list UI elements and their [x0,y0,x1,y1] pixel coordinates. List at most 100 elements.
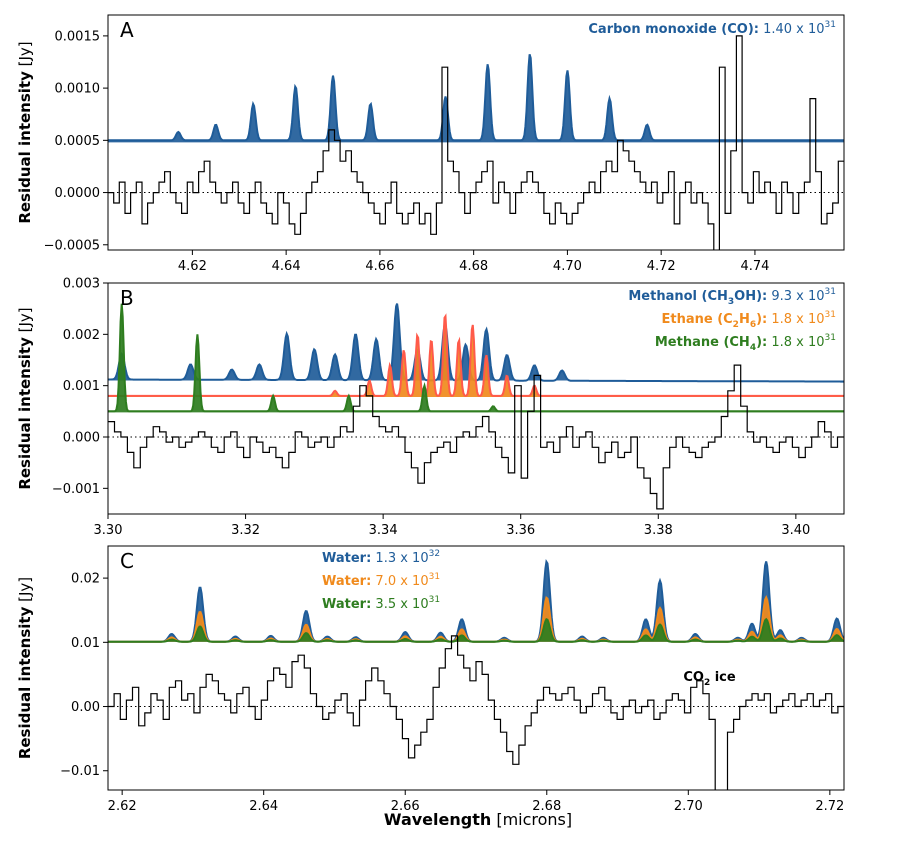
x-tick-label: 4.64 [272,259,301,274]
legend-name-cont: H [739,312,750,327]
x-tick-label: 4.70 [553,259,582,274]
legend-entry: Methane (CH4): 1.8 x 1031 [655,333,836,353]
legend-name: Water: [322,597,371,612]
legend-subscript: 6 [750,320,756,330]
y-tick-label: 0.003 [63,277,100,292]
y-tick-label: 0.0010 [55,82,101,97]
x-tick-label: 4.62 [178,259,207,274]
legend-entry: Water: 1.3 x 1032 [322,549,440,566]
legend-subscript: 4 [750,343,756,353]
legend-entry: Ethane (C2H6): 1.8 x 1031 [661,310,836,330]
legend-exponent: 31 [825,20,836,30]
y-axis-label: Residual intensity [Jy] [16,41,34,223]
legend-value: 9.3 x 10 [767,289,824,304]
panel-frame [107,14,845,251]
legend-name-cont: ): [756,312,767,327]
model-fill-2 [108,597,844,642]
y-tick-label: −0.01 [60,764,100,779]
x-tick-label: 4.74 [740,259,769,274]
x-tick-label: 3.40 [781,523,810,538]
x-tick-label: 2.68 [532,799,561,814]
legend-exponent: 31 [429,572,440,582]
legend-value: 1.8 x 10 [767,335,824,350]
x-axis-label-unit: [microns] [496,810,572,829]
panels: 4.62 4.64 4.66 4.68 4.70 4.72 4.74−0.00050.000… [16,14,845,814]
y-tick-label: 0.02 [71,572,100,587]
x-tick-label: 2.70 [674,799,703,814]
legend-name: Water: [322,574,371,589]
legend-entry: Water: 3.5 x 1031 [322,595,440,612]
legend-value: 1.8 x 10 [767,312,824,327]
x-tick-label: 3.30 [94,523,123,538]
x-tick-label: 2.64 [249,799,278,814]
x-tick-label: 4.66 [365,259,394,274]
model-line-3 [108,617,844,643]
y-tick-label: 0.0005 [55,134,101,149]
model-fill-1 [108,561,844,642]
plot-area [108,35,844,250]
model-line-3 [108,303,844,413]
panel-a: 4.62 4.64 4.66 4.68 4.70 4.72 4.74 −0.0005 0.000… [16,14,845,274]
legend-subscript: 2 [733,320,739,330]
panel-c: 2.62 2.64 2.66 2.68 2.70 2.72 −0.01 0.00 0.01 0.0… [16,545,845,814]
y-tick-label: 0.002 [63,328,100,343]
y-tick-label: 0.00 [71,700,100,715]
panel-frame [107,545,845,791]
annotation-subscript: 2 [704,678,710,688]
annotation: CO2 ice [683,670,736,688]
x-axis-label-text: Wavelength [384,810,491,829]
legend-exponent: 32 [429,549,440,559]
x-tick-label: 4.68 [459,259,488,274]
y-axis-label-text: Residual intensity [16,606,34,759]
panel-letter: A [120,18,134,42]
y-tick-label: 0.001 [63,379,100,394]
model-fill-3 [108,619,844,642]
legend-value: 3.5 x 10 [371,597,428,612]
y-axis-label-text: Residual intensity [16,337,34,490]
legend-name: Methane (CH [655,335,750,350]
legend-subscript: 3 [728,297,734,307]
y-axis-label: Residual intensity [Jy] [16,577,34,759]
legend-value: 7.0 x 10 [371,574,428,589]
x-tick-label: 2.62 [108,799,137,814]
y-tick-label: 0.0000 [55,186,101,201]
y-tick-label: 0.000 [63,431,100,446]
model-line-1 [108,54,844,142]
x-tick-label: 3.32 [231,523,260,538]
legend-value: 1.40 x 10 [759,22,825,37]
plot-area [108,559,844,790]
model-line-2 [108,313,844,397]
panel-frame [107,282,845,515]
y-axis-label-text: Residual intensity [16,71,34,224]
legend-entry: Water: 7.0 x 1031 [322,572,440,589]
residual-line [108,364,844,510]
legend-entry: Carbon monoxide (CO): 1.40 x 1031 [588,20,836,37]
legend-name: Water: [322,551,371,566]
y-axis-label: Residual intensity [Jy] [16,307,34,489]
legend-name: Ethane (C [661,312,732,327]
x-axis-label: Wavelength [microns] [384,810,572,829]
legend-entry: Methanol (CH3OH): 9.3 x 1031 [628,287,836,307]
legend-exponent: 31 [825,287,836,297]
legend-name: Carbon monoxide (CO): [588,22,759,37]
legend-value: 1.3 x 10 [371,551,428,566]
y-tick-label: 0.0015 [55,29,101,44]
panel-letter: C [120,549,134,573]
legend-exponent: 31 [429,595,440,605]
y-axis-label-unit: [Jy] [16,41,34,71]
x-tick-label: 4.72 [647,259,676,274]
legend-exponent: 31 [825,310,836,320]
y-tick-label: 0.01 [71,636,100,651]
legend-name-cont: ): [756,335,767,350]
x-tick-label: 2.66 [391,799,420,814]
annotation-text: CO [683,670,704,685]
legend-exponent: 31 [825,333,836,343]
model-line-1 [108,559,844,643]
y-tick-label: −0.001 [52,482,100,497]
x-tick-label: 3.34 [369,523,398,538]
legend-name-cont: OH): [734,289,767,304]
residual-line [108,35,844,250]
y-axis-label-unit: [Jy] [16,307,34,337]
panel-b: 3.30 3.32 3.34 3.36 3.38 3.40 −0.001 0.000 0.001… [16,277,845,538]
